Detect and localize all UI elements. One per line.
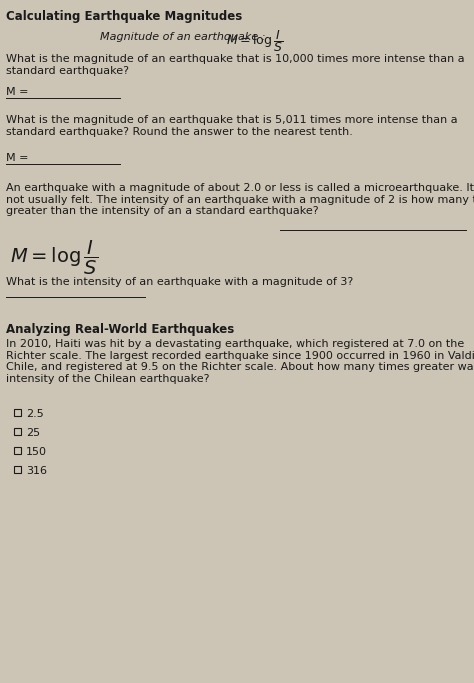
Text: Analyzing Real-World Earthquakes: Analyzing Real-World Earthquakes	[6, 323, 234, 336]
Text: In 2010, Haiti was hit by a devastating earthquake, which registered at 7.0 on t: In 2010, Haiti was hit by a devastating …	[6, 339, 474, 384]
Text: 2.5: 2.5	[26, 409, 44, 419]
Text: $M = \log\dfrac{I}{S}$: $M = \log\dfrac{I}{S}$	[227, 28, 283, 54]
Text: 150: 150	[26, 447, 47, 457]
Bar	[14, 466, 21, 473]
Text: What is the magnitude of an earthquake that is 5,011 times more intense than a
s: What is the magnitude of an earthquake t…	[6, 115, 457, 137]
Text: Calculating Earthquake Magnitudes: Calculating Earthquake Magnitudes	[6, 10, 242, 23]
Bar	[14, 428, 21, 435]
Text: What is the intensity of an earthquake with a magnitude of 3?: What is the intensity of an earthquake w…	[6, 277, 353, 287]
Text: M =: M =	[6, 153, 32, 163]
Text: What is the magnitude of an earthquake that is 10,000 times more intense than a
: What is the magnitude of an earthquake t…	[6, 54, 465, 76]
Text: M =: M =	[6, 87, 32, 97]
Text: 25: 25	[26, 428, 40, 438]
Text: Magnitude of an earthquake :: Magnitude of an earthquake :	[100, 32, 265, 42]
Text: $\mathit{M} = \log\dfrac{I}{S}$: $\mathit{M} = \log\dfrac{I}{S}$	[10, 239, 98, 277]
Bar	[14, 409, 21, 416]
Text: An earthquake with a magnitude of about 2.0 or less is called a microearthquake.: An earthquake with a magnitude of about …	[6, 183, 474, 217]
Bar	[14, 447, 21, 454]
Text: 316: 316	[26, 466, 47, 476]
